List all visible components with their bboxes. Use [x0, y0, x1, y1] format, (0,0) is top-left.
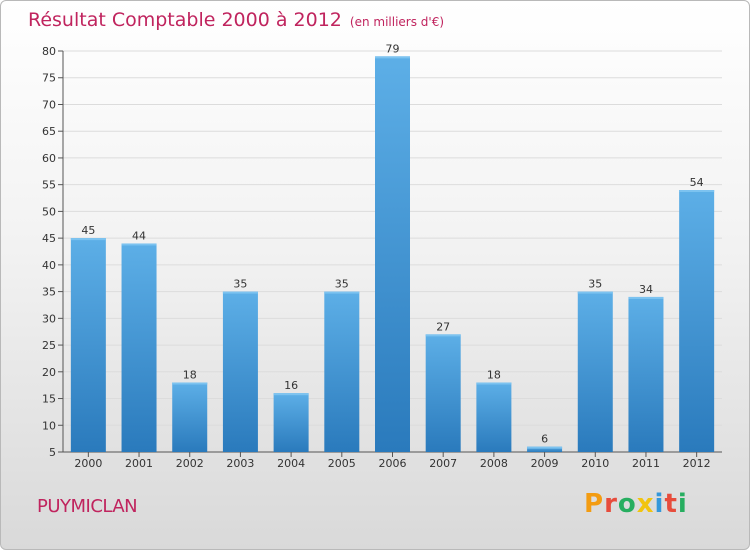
logo-letter: i [677, 489, 688, 519]
bar-top [375, 56, 410, 59]
data-label: 35 [588, 278, 602, 291]
place-name: PUYMICLAN [37, 496, 138, 517]
x-tick-label: 2009 [531, 457, 559, 470]
y-tick-label: 30 [42, 312, 56, 325]
bar-top [273, 393, 309, 396]
bar [121, 243, 157, 452]
y-tick-label: 5 [49, 446, 56, 459]
bar [577, 291, 613, 452]
y-tick-label: 75 [42, 72, 56, 85]
y-tick-label: 55 [42, 179, 56, 192]
x-tick-label: 2007 [429, 457, 457, 470]
bar [70, 238, 106, 452]
y-tick-label: 45 [42, 232, 56, 245]
y-tick-label: 70 [42, 98, 56, 111]
y-tick-label: 35 [42, 286, 56, 299]
y-tick-label: 60 [42, 152, 56, 165]
y-tick-label: 65 [42, 125, 56, 138]
bar-top [121, 243, 157, 246]
x-tick-label: 2001 [125, 457, 153, 470]
data-label: 54 [690, 176, 704, 189]
y-tick-label: 20 [42, 366, 56, 379]
labels: 5 10 15 20 25 30 35 40 45 50 55 60 65 70 75 80 45 2000 44 2… [42, 42, 711, 470]
chart-title: Résultat Comptable 2000 à 2012 (en millie… [28, 9, 444, 31]
x-tick-label: 2005 [328, 457, 356, 470]
bar-top [70, 238, 106, 241]
data-label: 45 [81, 224, 95, 237]
bar [425, 334, 461, 452]
x-tick-label: 2004 [277, 457, 305, 470]
title-main: Résultat Comptable 2000 à 2012 [28, 9, 342, 31]
bar-top [425, 334, 461, 337]
data-label: 44 [132, 229, 146, 242]
data-label: 79 [386, 42, 400, 55]
bar-top [222, 291, 258, 294]
bar-top [476, 382, 512, 385]
y-tick-label: 15 [42, 393, 56, 406]
y-tick-label: 50 [42, 205, 56, 218]
logo-letter: t [664, 489, 678, 519]
bar-top [324, 291, 360, 294]
data-label: 18 [487, 368, 501, 381]
logo-letter: o [617, 489, 637, 519]
proxiti-logo: Proxiti [584, 489, 688, 519]
y-tick-label: 25 [42, 339, 56, 352]
logo-letter: r [604, 489, 618, 519]
bar [628, 296, 664, 452]
logo-letter: x [636, 489, 655, 519]
y-tick-label: 40 [42, 259, 56, 272]
bar [324, 291, 360, 452]
bar [476, 382, 512, 452]
x-tick-label: 2006 [379, 457, 407, 470]
data-label: 18 [183, 368, 197, 381]
x-tick-label: 2000 [74, 457, 102, 470]
x-tick-label: 2003 [226, 457, 254, 470]
data-label: 35 [233, 278, 247, 291]
title-unit: (en milliers d'€) [349, 15, 445, 29]
data-label: 35 [335, 278, 349, 291]
bar [222, 291, 258, 452]
bar-top [679, 190, 715, 193]
y-tick-label: 80 [42, 45, 56, 58]
data-label: 16 [284, 379, 298, 392]
bars [70, 56, 715, 452]
bar-top [172, 382, 208, 385]
x-tick-label: 2012 [683, 457, 711, 470]
bar [375, 56, 410, 452]
y-tick-label: 10 [42, 419, 56, 432]
x-tick-label: 2011 [632, 457, 660, 470]
bar-top [577, 291, 613, 294]
data-label: 6 [541, 433, 548, 446]
data-label: 34 [639, 283, 653, 296]
bar [679, 190, 715, 452]
x-tick-label: 2002 [176, 457, 204, 470]
bar [273, 393, 309, 452]
logo-letter: P [584, 489, 605, 519]
bar-top [628, 296, 664, 299]
bar-top [527, 446, 563, 449]
bar [527, 446, 563, 452]
data-label: 27 [436, 320, 450, 333]
bar [172, 382, 208, 452]
x-tick-label: 2008 [480, 457, 508, 470]
x-tick-label: 2010 [581, 457, 609, 470]
logo-letter: i [654, 489, 665, 519]
